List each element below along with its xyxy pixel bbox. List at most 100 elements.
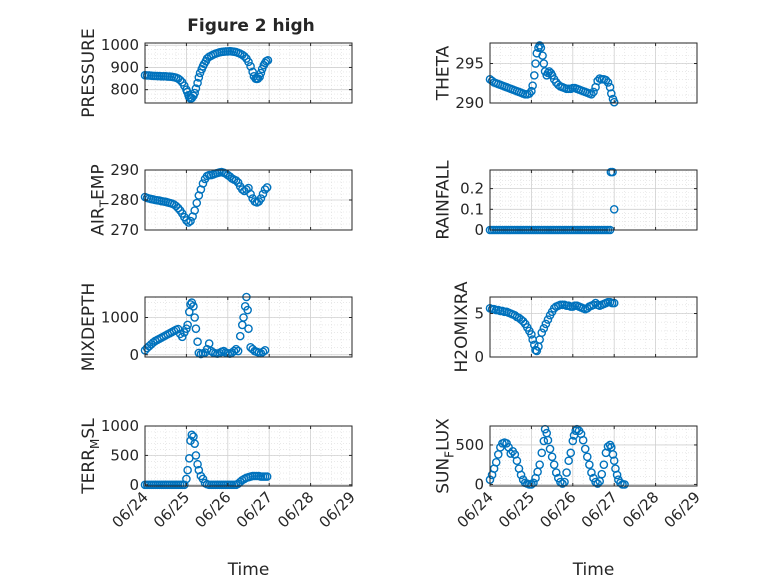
- x-tick-label: 06/29: [661, 488, 704, 531]
- data-point: [527, 480, 536, 489]
- data-point: [531, 59, 540, 68]
- y-axis-label: SUNFLUX: [433, 418, 456, 494]
- y-axis-label-main: THETA: [433, 45, 453, 101]
- data-point: [262, 472, 272, 481]
- data-point: [198, 179, 208, 188]
- x-axis-label: Time: [572, 560, 615, 580]
- y-tick-label: 270: [110, 221, 139, 239]
- data-point: [536, 43, 546, 53]
- data-point: [518, 317, 528, 326]
- y-tick-label: 0.2: [460, 180, 484, 198]
- x-tick-label: 06/29: [316, 488, 359, 531]
- y-axis-label-main: AIR: [88, 207, 108, 236]
- axes-box: [489, 425, 698, 487]
- data-point: [191, 84, 201, 93]
- data-point: [612, 470, 622, 480]
- data-point: [189, 302, 198, 311]
- data-point: [603, 78, 613, 87]
- data-point: [237, 185, 247, 194]
- data-point: [551, 468, 561, 477]
- y-tick-label: 500: [455, 436, 484, 454]
- data-point: [244, 57, 253, 67]
- data-point: [192, 198, 202, 208]
- data-point: [564, 456, 573, 466]
- y-tick-label: 290: [110, 161, 139, 179]
- data-point: [231, 176, 241, 185]
- data-point: [190, 439, 199, 448]
- data-point: [543, 68, 553, 78]
- data-point: [608, 167, 617, 177]
- y-axis-label: PRESSURE: [79, 28, 99, 117]
- data-point: [190, 206, 199, 215]
- data-point: [260, 345, 270, 355]
- y-tick-label: 280: [110, 191, 139, 209]
- data-point: [175, 75, 185, 85]
- y-tick-label: 0: [129, 476, 139, 494]
- x-tick-label: 06/27: [578, 488, 621, 531]
- axes-box: [489, 42, 698, 104]
- data-point: [603, 442, 613, 451]
- data-point: [543, 315, 553, 324]
- data-point: [263, 56, 273, 65]
- x-tick-label: 06/28: [274, 488, 317, 531]
- data-point: [543, 435, 553, 445]
- y-axis-label: RAINFALL: [433, 160, 453, 240]
- y-tick-label: 5: [474, 305, 484, 323]
- x-tick-label: 06/25: [495, 488, 538, 531]
- data-point: [547, 452, 557, 462]
- axes-box: [144, 296, 353, 358]
- y-tick-label: 500: [110, 446, 139, 464]
- data-point: [244, 324, 253, 333]
- y-tick-label: 800: [110, 81, 139, 99]
- data-point: [256, 68, 266, 78]
- y-tick-label: 0: [474, 221, 484, 239]
- y-axis-label-subscript: T: [97, 199, 111, 208]
- y-axis-label: AIRTEMP: [88, 164, 111, 235]
- x-tick-label: 06/26: [536, 488, 579, 531]
- data-point: [541, 319, 551, 329]
- data-point: [528, 81, 537, 90]
- data-point: [609, 97, 619, 107]
- y-axis-label: H2OMIXRA: [452, 281, 472, 372]
- y-axis-label-subscript: M: [88, 439, 102, 449]
- data-point: [184, 218, 193, 227]
- data-point: [258, 189, 268, 199]
- data-point: [512, 456, 522, 466]
- y-axis-label-main: TERR: [79, 449, 99, 495]
- y-axis-label: THETA: [433, 45, 453, 101]
- data-point: [193, 459, 202, 469]
- data-point: [183, 465, 192, 475]
- data-point: [608, 450, 618, 459]
- data-point: [186, 216, 195, 226]
- y-axis-label-main: PRESSURE: [79, 28, 99, 117]
- data-point: [233, 346, 243, 356]
- data-point: [537, 328, 547, 337]
- data-point: [589, 300, 598, 310]
- x-tick-label: 06/27: [233, 488, 276, 531]
- data-point: [580, 444, 590, 454]
- data-point: [240, 52, 249, 61]
- data-point: [190, 313, 199, 322]
- data-point: [243, 305, 252, 315]
- data-point: [549, 460, 559, 469]
- y-tick-label: 900: [110, 58, 139, 76]
- data-point: [258, 347, 268, 357]
- y-tick-label: 0: [129, 346, 139, 364]
- y-axis-label-main: MIXDEPTH: [79, 283, 99, 372]
- data-point: [597, 469, 607, 479]
- data-point: [190, 88, 199, 98]
- data-point: [235, 331, 245, 341]
- data-point: [587, 468, 596, 477]
- data-point: [229, 346, 239, 356]
- y-axis-label: MIXDEPTH: [79, 283, 99, 372]
- y-tick-label: 295: [455, 55, 484, 73]
- data-point: [246, 62, 255, 71]
- x-tick-label: 06/26: [191, 488, 234, 531]
- data-point: [506, 449, 516, 458]
- y-tick-label: 0: [474, 475, 484, 493]
- data-point: [491, 458, 501, 467]
